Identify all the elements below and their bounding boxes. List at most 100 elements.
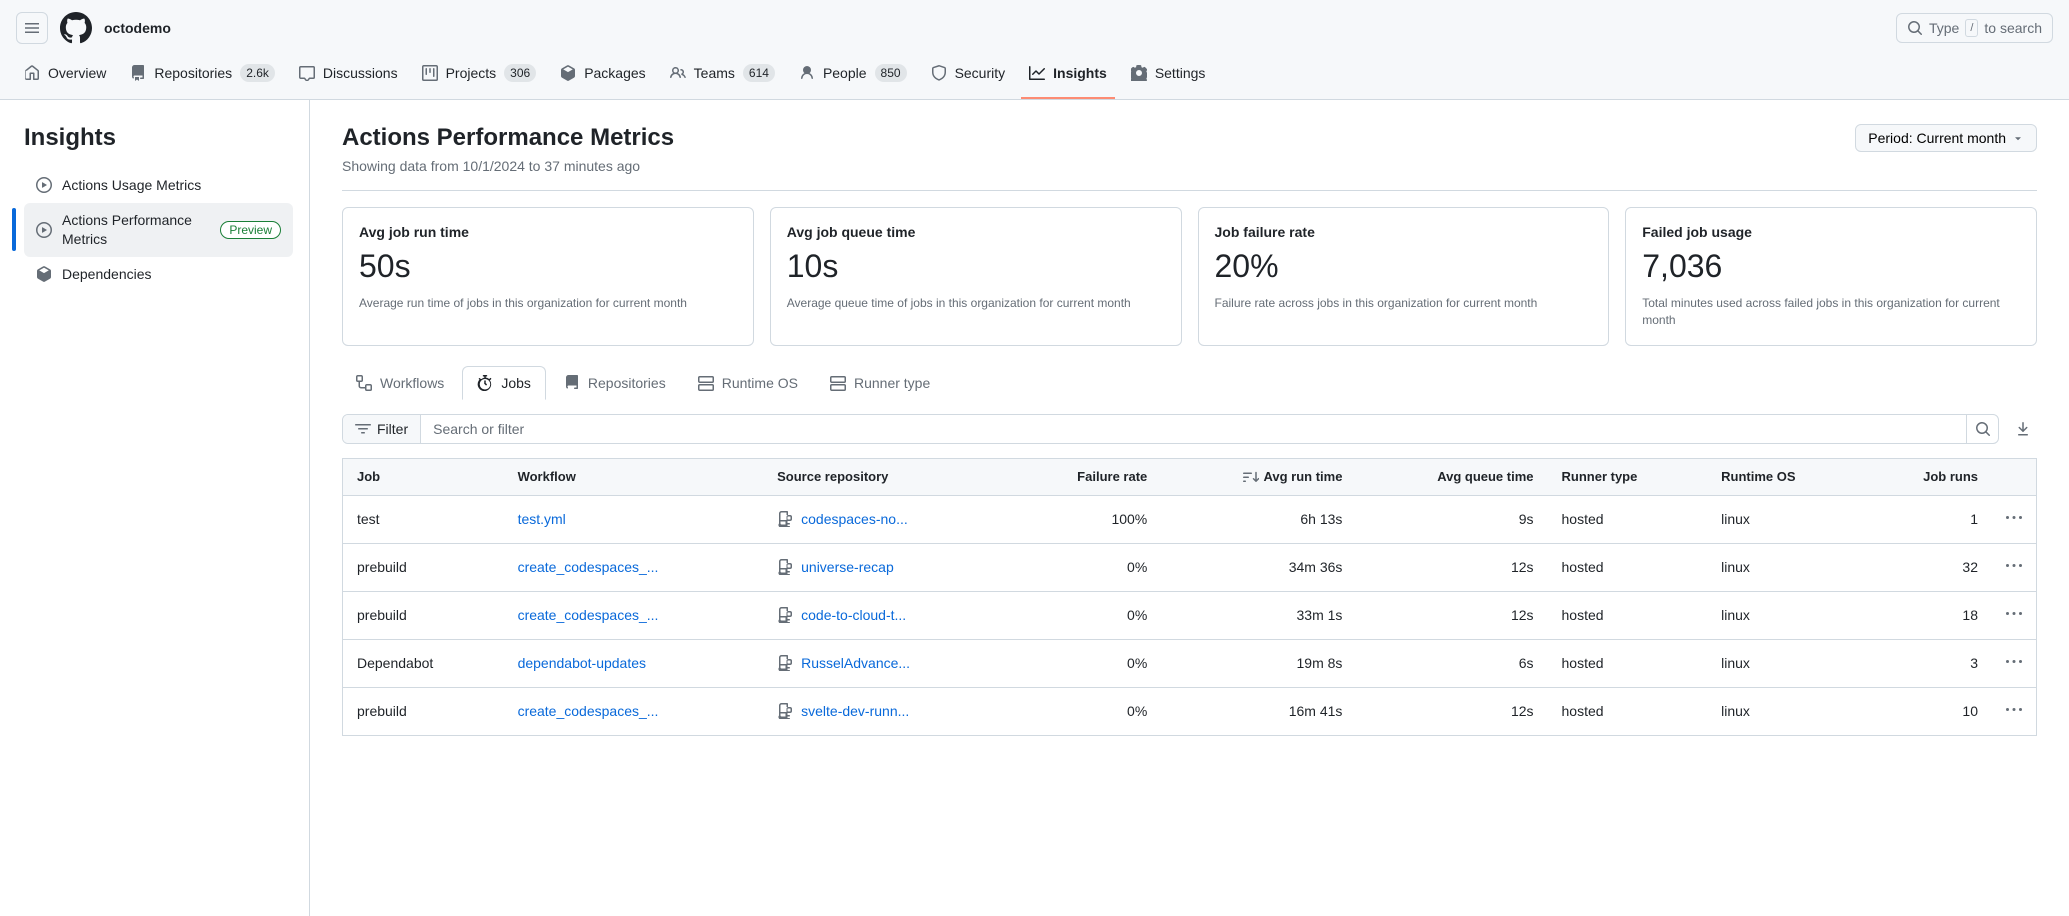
- cell-runs: 1: [1865, 495, 1993, 543]
- cell-avg-queue: 9s: [1356, 495, 1547, 543]
- repo-link[interactable]: RusselAdvance...: [801, 655, 910, 671]
- subtab-repositories[interactable]: Repositories: [550, 366, 680, 400]
- metric-title: Failed job usage: [1642, 224, 2020, 240]
- row-menu-button[interactable]: [1992, 639, 2037, 687]
- col-source-repo[interactable]: Source repository: [763, 458, 1010, 495]
- cell-job: prebuild: [343, 591, 504, 639]
- row-menu-button[interactable]: [1992, 687, 2037, 735]
- cell-failure: 0%: [1011, 591, 1162, 639]
- repo-count: 2.6k: [240, 64, 275, 82]
- col-job[interactable]: Job: [343, 458, 504, 495]
- metric-card: Avg job queue time 10s Average queue tim…: [770, 207, 1182, 346]
- col-job-runs[interactable]: Job runs: [1865, 458, 1993, 495]
- cell-job: prebuild: [343, 543, 504, 591]
- subtab-jobs[interactable]: Jobs: [462, 366, 546, 400]
- col-failure-rate[interactable]: Failure rate: [1011, 458, 1162, 495]
- cell-avg-run: 19m 8s: [1161, 639, 1356, 687]
- page-title: Actions Performance Metrics: [342, 124, 674, 152]
- repo-icon: [564, 375, 580, 391]
- col-workflow[interactable]: Workflow: [504, 458, 764, 495]
- kebab-icon: [2006, 558, 2022, 574]
- play-icon: [36, 177, 52, 193]
- org-name[interactable]: octodemo: [104, 20, 171, 36]
- github-icon: [60, 12, 92, 44]
- table-row: Dependabot dependabot-updates RusselAdva…: [343, 639, 2037, 687]
- tab-insights[interactable]: Insights: [1021, 57, 1115, 99]
- workflow-link[interactable]: test.yml: [518, 511, 566, 527]
- tab-repositories[interactable]: Repositories 2.6k: [122, 56, 283, 100]
- search-prefix: Type: [1929, 20, 1959, 36]
- server-icon: [698, 375, 714, 391]
- col-runtime-os[interactable]: Runtime OS: [1707, 458, 1864, 495]
- repo-lock-icon: [777, 607, 793, 623]
- server-icon: [830, 375, 846, 391]
- sidebar-item-dependencies[interactable]: Dependencies: [24, 257, 293, 292]
- tab-settings[interactable]: Settings: [1123, 57, 1214, 99]
- workflow-link[interactable]: dependabot-updates: [518, 655, 646, 671]
- repo-lock-icon: [777, 559, 793, 575]
- tab-projects[interactable]: Projects 306: [414, 56, 545, 100]
- row-menu-button[interactable]: [1992, 591, 2037, 639]
- tab-overview[interactable]: Overview: [16, 57, 114, 99]
- search-kbd: /: [1965, 19, 1978, 37]
- main-layout: Insights Actions Usage Metrics Actions P…: [0, 100, 2069, 916]
- metric-card: Avg job run time 50s Average run time of…: [342, 207, 754, 346]
- cell-failure: 0%: [1011, 687, 1162, 735]
- stopwatch-icon: [477, 375, 493, 391]
- workflow-link[interactable]: create_codespaces_...: [518, 559, 659, 575]
- search-icon: [1907, 20, 1923, 36]
- repo-link[interactable]: code-to-cloud-t...: [801, 607, 906, 623]
- tab-people[interactable]: People 850: [791, 56, 915, 100]
- metric-title: Job failure rate: [1215, 224, 1593, 240]
- hamburger-menu[interactable]: [16, 12, 48, 44]
- subtab-runner-type[interactable]: Runner type: [816, 366, 944, 400]
- tab-security[interactable]: Security: [923, 57, 1014, 99]
- filter-search-button[interactable]: [1966, 415, 1998, 443]
- metric-desc: Average run time of jobs in this organiz…: [359, 295, 737, 312]
- col-avg-run[interactable]: Avg run time: [1161, 458, 1356, 495]
- repo-link[interactable]: codespaces-no...: [801, 511, 908, 527]
- col-avg-queue[interactable]: Avg queue time: [1356, 458, 1547, 495]
- sub-tabs: Workflows Jobs Repositories Runtime OS R…: [342, 366, 2037, 400]
- row-menu-button[interactable]: [1992, 495, 2037, 543]
- cell-avg-queue: 12s: [1356, 591, 1547, 639]
- sidebar-item-usage[interactable]: Actions Usage Metrics: [24, 168, 293, 203]
- workflow-link[interactable]: create_codespaces_...: [518, 703, 659, 719]
- sidebar: Insights Actions Usage Metrics Actions P…: [0, 100, 310, 916]
- tab-discussions[interactable]: Discussions: [291, 57, 406, 99]
- triangle-down-icon: [2012, 132, 2024, 144]
- sort-desc-icon: [1243, 469, 1259, 485]
- subtab-runtime-os[interactable]: Runtime OS: [684, 366, 812, 400]
- col-runner-type[interactable]: Runner type: [1548, 458, 1708, 495]
- period-selector[interactable]: Period: Current month: [1855, 124, 2037, 152]
- cell-runner: hosted: [1548, 639, 1708, 687]
- row-menu-button[interactable]: [1992, 543, 2037, 591]
- cell-runs: 18: [1865, 591, 1993, 639]
- cell-failure: 0%: [1011, 639, 1162, 687]
- github-logo[interactable]: [60, 12, 92, 44]
- tab-teams[interactable]: Teams 614: [662, 56, 783, 100]
- gear-icon: [1131, 65, 1147, 81]
- metric-title: Avg job run time: [359, 224, 737, 240]
- metrics-grid: Avg job run time 50s Average run time of…: [342, 207, 2037, 346]
- repo-link[interactable]: universe-recap: [801, 559, 894, 575]
- download-button[interactable]: [2009, 414, 2037, 444]
- filter-input[interactable]: [421, 415, 1966, 443]
- cell-os: linux: [1707, 687, 1864, 735]
- filter-button[interactable]: Filter: [343, 415, 421, 443]
- workflow-icon: [356, 375, 372, 391]
- table-row: test test.yml codespaces-no... 100% 6h 1…: [343, 495, 2037, 543]
- metric-desc: Failure rate across jobs in this organiz…: [1215, 295, 1593, 312]
- cell-avg-run: 33m 1s: [1161, 591, 1356, 639]
- global-search[interactable]: Type / to search: [1896, 13, 2053, 43]
- play-icon: [36, 222, 52, 238]
- tab-packages[interactable]: Packages: [552, 57, 653, 99]
- workflow-link[interactable]: create_codespaces_...: [518, 607, 659, 623]
- subtab-workflows[interactable]: Workflows: [342, 366, 458, 400]
- kebab-icon: [2006, 606, 2022, 622]
- cell-job: Dependabot: [343, 639, 504, 687]
- sidebar-item-performance[interactable]: Actions Performance Metrics Preview: [24, 203, 293, 257]
- cell-avg-run: 6h 13s: [1161, 495, 1356, 543]
- repo-link[interactable]: svelte-dev-runn...: [801, 703, 909, 719]
- search-suffix: to search: [1984, 20, 2042, 36]
